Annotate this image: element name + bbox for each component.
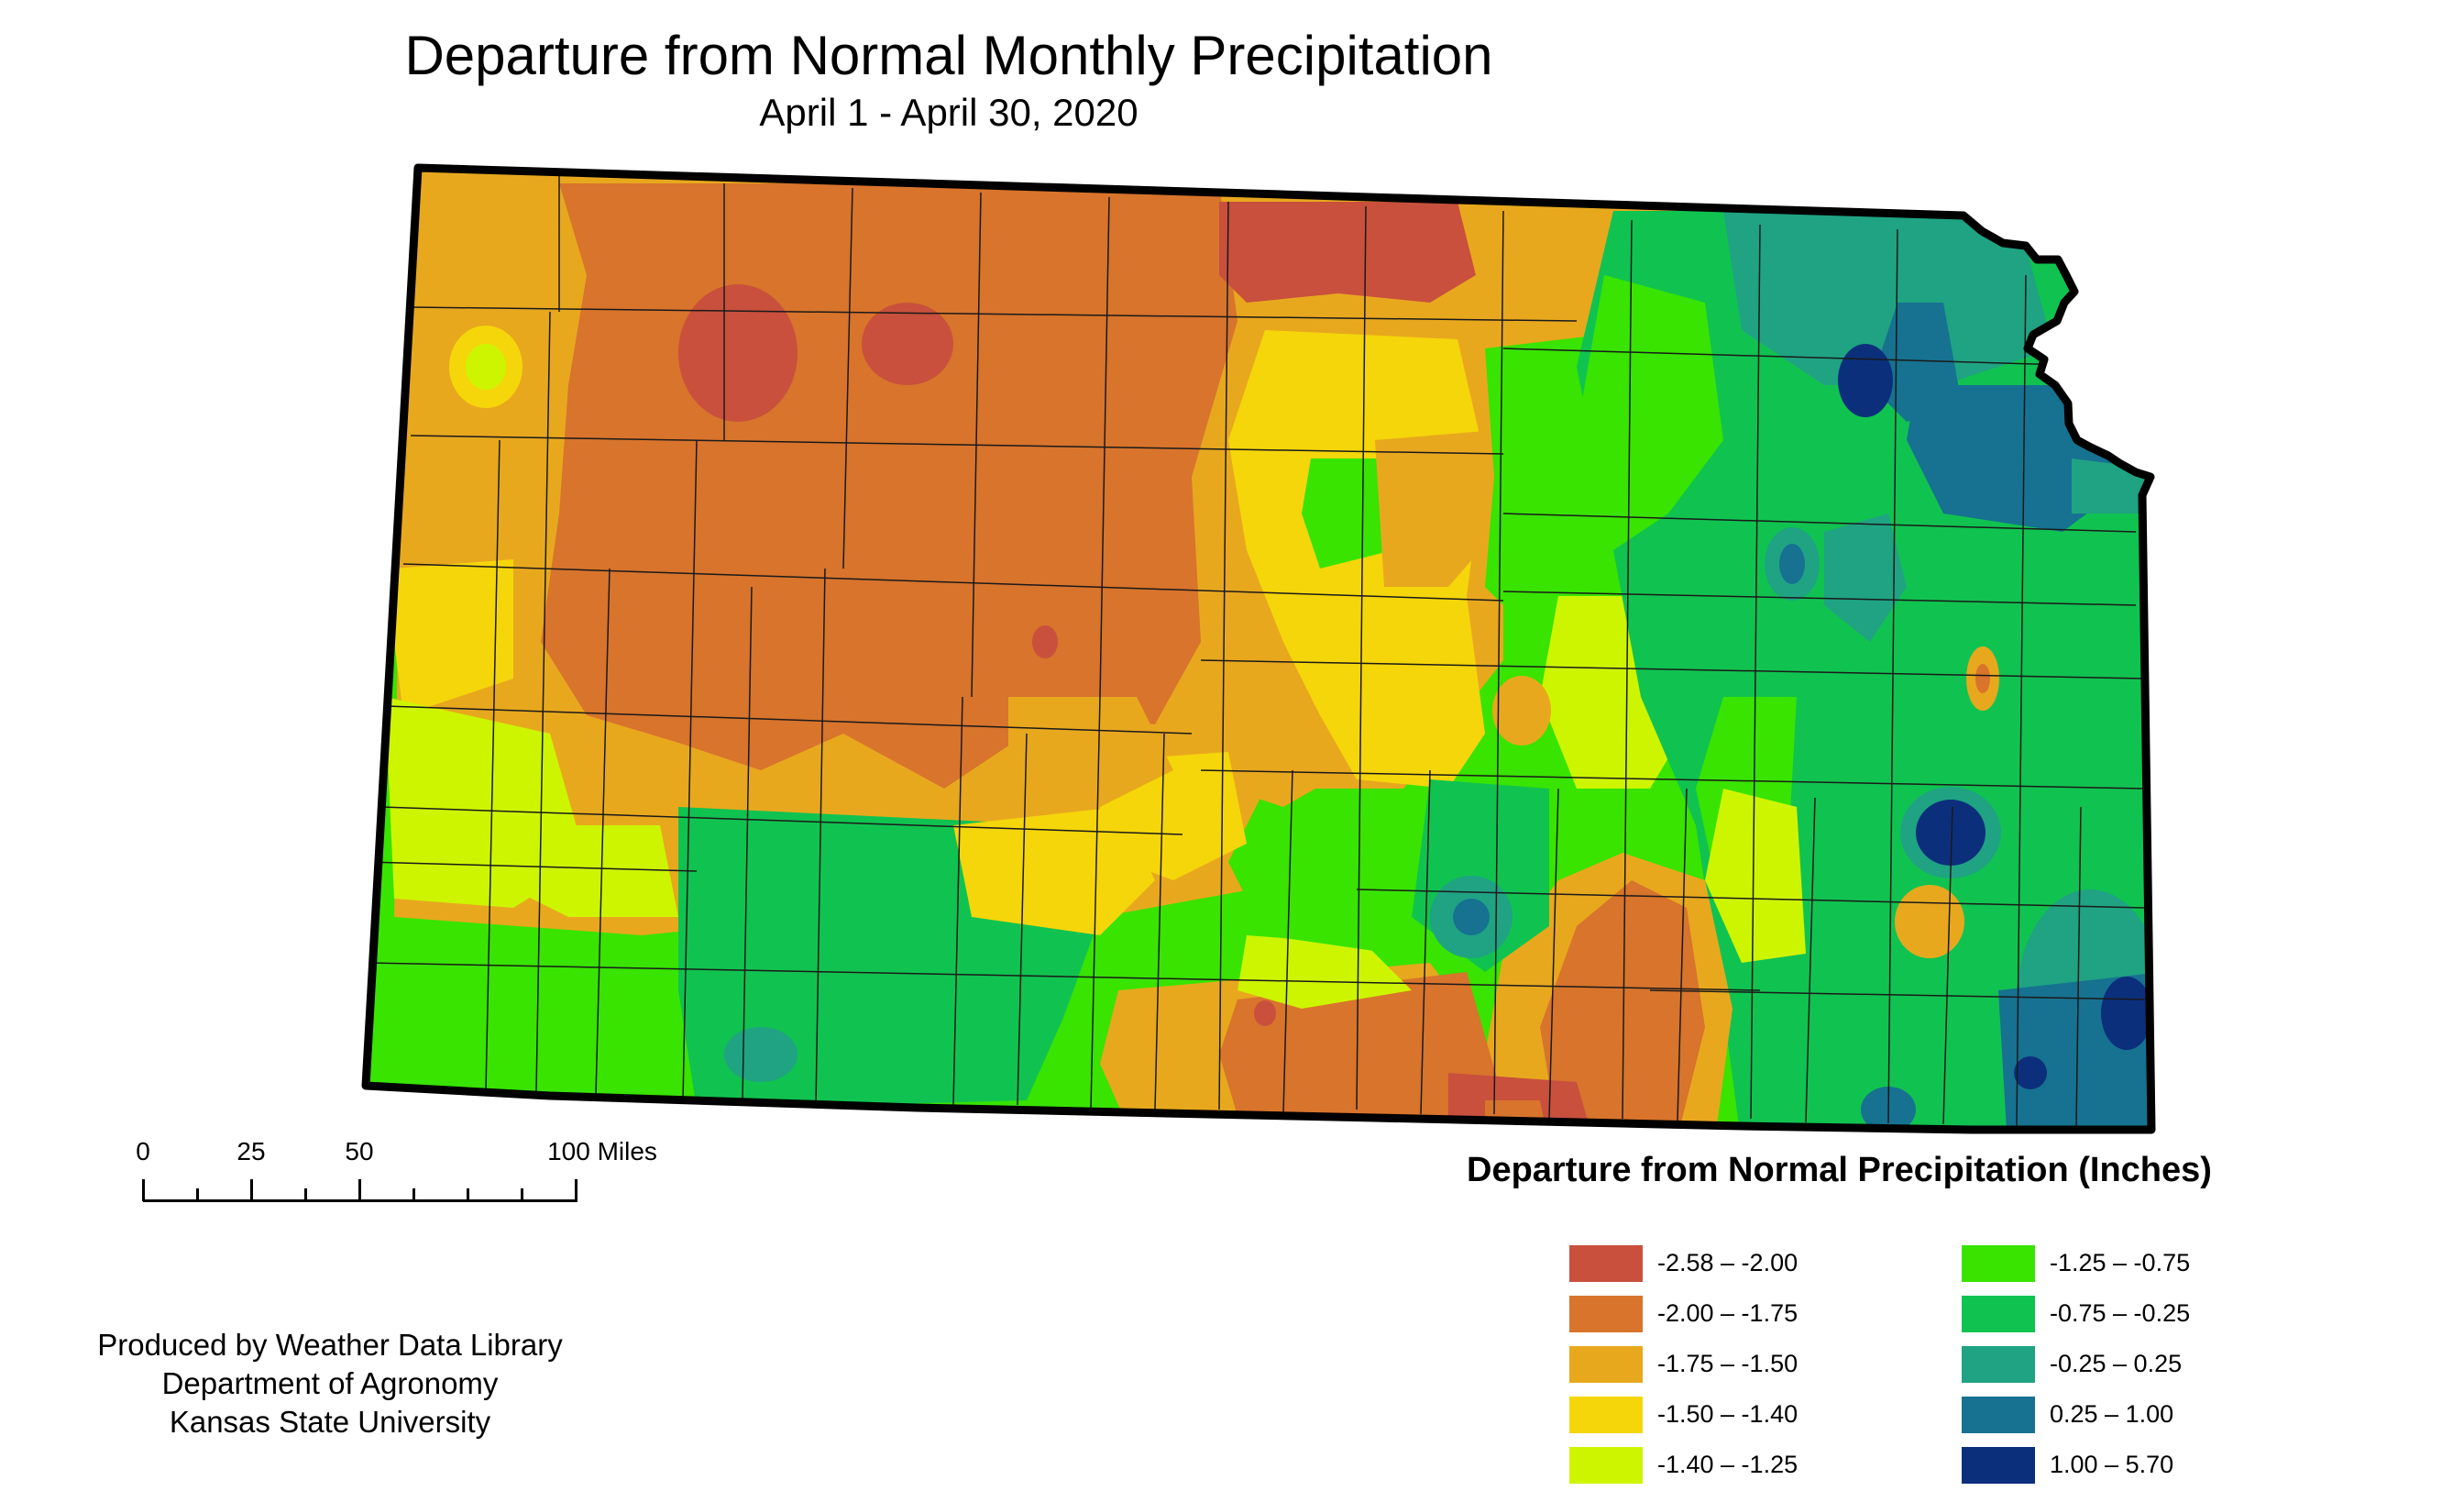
- scale-label-0: 0: [136, 1137, 150, 1165]
- legend-label: 0.25 – 1.00: [2050, 1400, 2174, 1428]
- map-subtitle: April 1 - April 30, 2020: [759, 91, 1138, 134]
- legend-swatch: [1569, 1397, 1643, 1433]
- scale-tick: [142, 1179, 145, 1201]
- scale-tick: [467, 1188, 469, 1201]
- legend-swatch: [1569, 1447, 1643, 1484]
- legend-swatch: [1569, 1346, 1643, 1383]
- county-boundaries: [366, 174, 2146, 1127]
- precipitation-surface: [366, 168, 2151, 1130]
- legend-label: -0.75 – -0.25: [2050, 1299, 2191, 1327]
- credits: Produced by Weather Data Library Departm…: [37, 1326, 623, 1441]
- scale-tick: [358, 1179, 361, 1201]
- credit-line: Kansas State University: [169, 1405, 491, 1439]
- scale-tick: [250, 1179, 253, 1201]
- scale-tick: [412, 1188, 415, 1201]
- scale-tick: [196, 1188, 199, 1201]
- scale-label-100-miles: 100 Miles: [547, 1137, 657, 1165]
- legend-swatch: [1962, 1447, 2035, 1484]
- scale-label-50: 50: [345, 1137, 374, 1165]
- legend-label: 1.00 – 5.70: [2050, 1451, 2174, 1478]
- legend-swatch: [1569, 1245, 1643, 1282]
- legend-swatch: [1962, 1346, 2035, 1383]
- legend-swatch: [1962, 1296, 2035, 1332]
- credit-line: Department of Agronomy: [161, 1366, 499, 1400]
- legend-label: -0.25 – 0.25: [2050, 1350, 2183, 1377]
- kansas-state-outline: [361, 163, 2156, 1134]
- scale-tick: [521, 1188, 523, 1201]
- legend-swatch: [1962, 1397, 2035, 1433]
- legend-swatch: [1569, 1296, 1643, 1332]
- legend-label: -1.40 – -1.25: [1657, 1451, 1798, 1478]
- scale-tick: [304, 1188, 307, 1201]
- legend-label: -2.58 – -2.00: [1657, 1249, 1798, 1276]
- legend-label: -2.00 – -1.75: [1657, 1299, 1798, 1327]
- legend: -2.58 – -2.00 -2.00 – -1.75 -1.75 – -1.5…: [1569, 1245, 2394, 1502]
- scale-label-25: 25: [236, 1137, 266, 1165]
- credit-line: Produced by Weather Data Library: [97, 1328, 563, 1362]
- legend-label: -1.50 – -1.40: [1657, 1400, 1798, 1428]
- legend-label: -1.25 – -0.75: [2050, 1249, 2191, 1276]
- legend-title: Departure from Normal Precipitation (Inc…: [1467, 1151, 2212, 1189]
- legend-swatch: [1962, 1245, 2035, 1282]
- map-title: Departure from Normal Monthly Precipitat…: [404, 25, 1493, 86]
- scale-tick: [575, 1179, 578, 1201]
- legend-label: -1.75 – -1.50: [1657, 1350, 1798, 1377]
- scale-bar: 0 25 50 100 Miles: [136, 1137, 657, 1210]
